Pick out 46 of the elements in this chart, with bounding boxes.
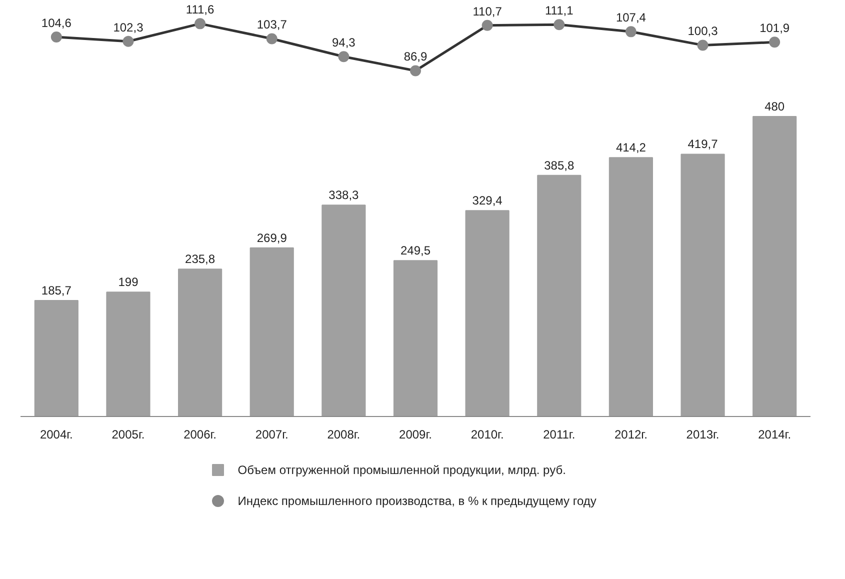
data-label: 199 <box>118 275 139 290</box>
data-label: 107,4 <box>616 10 646 25</box>
x-tick-label: 2005г. <box>112 428 145 442</box>
data-label: 100,3 <box>688 24 718 38</box>
data-label: 104,6 <box>41 16 72 30</box>
data-label: 101,9 <box>760 21 790 36</box>
x-tick-label: 2004г. <box>40 428 73 442</box>
x-tick-label: 2009г. <box>399 428 432 442</box>
data-label: 86,9 <box>404 50 428 64</box>
data-label: 111,6 <box>186 2 214 17</box>
bar <box>34 300 78 416</box>
data-label: 385,8 <box>544 158 574 172</box>
data-label: 414,2 <box>616 140 646 155</box>
x-tick-label: 2006г. <box>184 428 217 442</box>
data-label: 329,4 <box>472 194 503 208</box>
legend-label: Индекс промышленного производства, в % к предыдущему году <box>238 494 596 508</box>
x-tick-label: 2012г. <box>614 428 648 442</box>
data-label: 94,3 <box>332 36 356 50</box>
bar <box>752 116 797 416</box>
data-label: 110,7 <box>472 4 502 18</box>
x-tick-label: 2010г. <box>470 428 504 442</box>
bar <box>178 268 222 416</box>
data-label: 235,8 <box>185 252 216 266</box>
data-label: 480 <box>764 100 785 114</box>
bar <box>250 247 294 416</box>
bar <box>393 260 438 416</box>
data-label: 249,5 <box>400 244 431 258</box>
bar <box>322 204 366 416</box>
data-label: 111,1 <box>545 4 574 18</box>
data-label: 102,3 <box>113 20 144 34</box>
bar <box>537 174 582 416</box>
x-tick-label: 2013г. <box>686 428 720 442</box>
data-label: 419,7 <box>688 137 718 152</box>
x-tick-label: 2011г. <box>543 428 576 442</box>
bar <box>608 157 653 416</box>
data-label: 185,7 <box>41 283 72 298</box>
data-label: 103,7 <box>256 18 288 32</box>
x-tick-label: 2008г. <box>327 428 360 442</box>
bar <box>106 292 150 416</box>
data-label: 338,3 <box>328 188 360 202</box>
legend-label: Объем отгруженной промышленной продукции, млрд. руб. <box>238 463 566 477</box>
x-tick-label: 2007г. <box>255 428 288 442</box>
data-label: 269,9 <box>256 230 288 245</box>
x-tick-label: 2014г. <box>758 428 792 442</box>
bar <box>680 154 725 416</box>
bar <box>465 210 510 416</box>
